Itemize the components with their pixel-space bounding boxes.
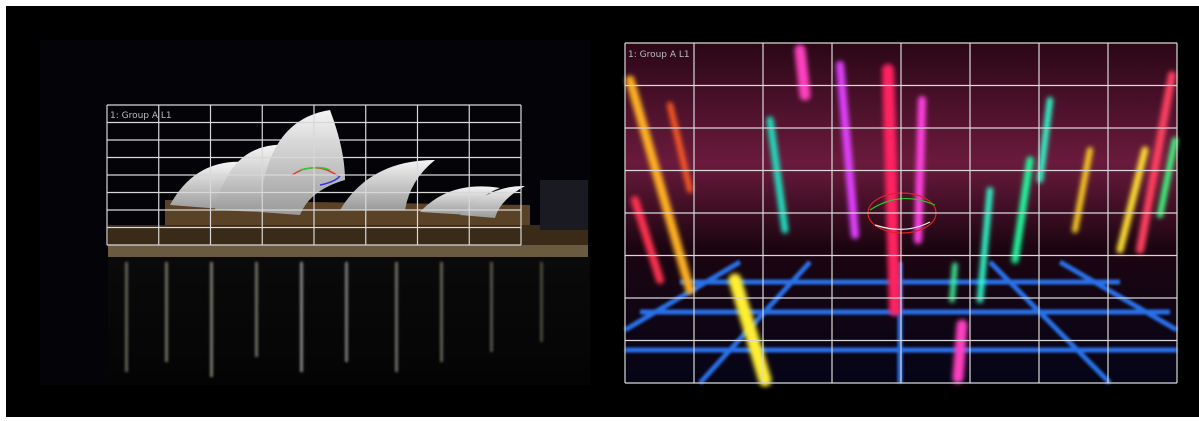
layer-label: 1: Group A L1 [628, 50, 690, 60]
layer-label: 1: Group A L1 [110, 111, 172, 121]
warp-grids [106, 42, 1178, 384]
left-preview [40, 40, 590, 385]
